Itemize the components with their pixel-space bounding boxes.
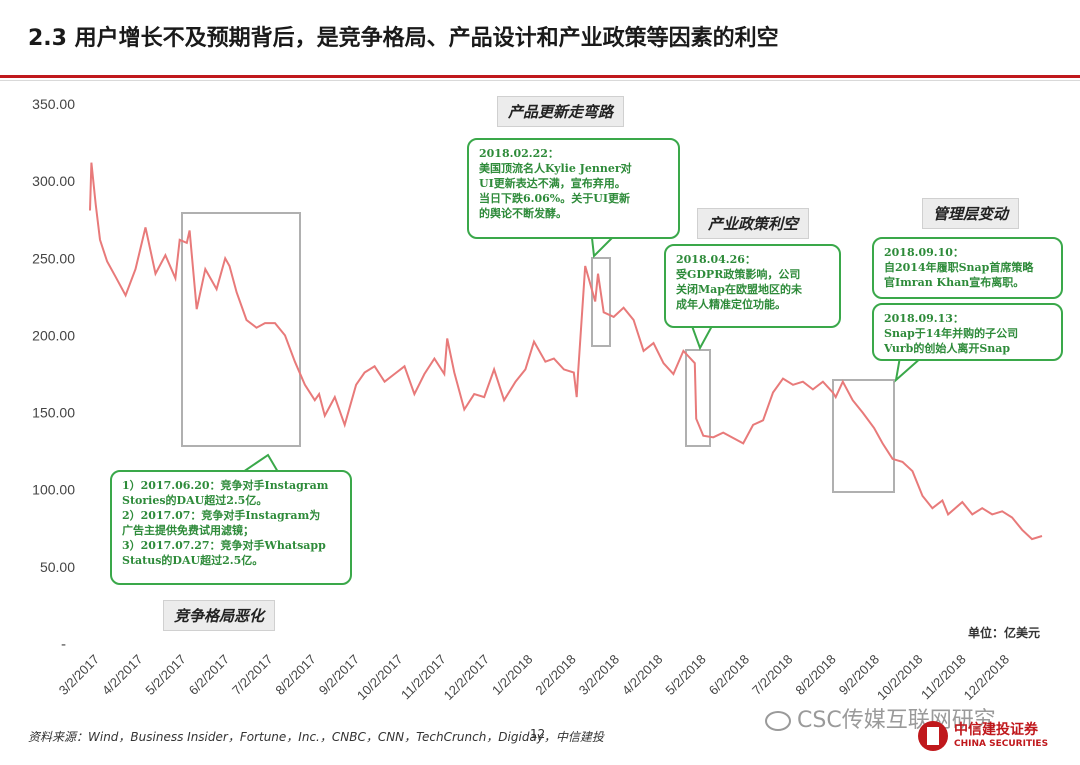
x-tick-label: 7/2/2017 — [229, 652, 275, 698]
x-tick-label: 11/2/2017 — [398, 652, 449, 703]
x-tick-label: 8/2/2017 — [272, 652, 318, 698]
bubble-line: 3）2017.07.27：竞争对手Whatsapp — [122, 539, 326, 552]
x-tick-label: 6/2/2017 — [186, 652, 232, 698]
bubble-line: 1）2017.06.20：竞争对手Instagram — [122, 479, 329, 492]
pointer-product — [590, 237, 615, 259]
highlight-box-product — [591, 257, 611, 347]
x-tick-label: 2/2/2018 — [532, 652, 578, 698]
logo-en: CHINA SECURITIES — [954, 739, 1049, 749]
y-tick-label: 150.00 — [32, 405, 75, 421]
pointer-policy — [690, 325, 714, 351]
price-series-line — [89, 162, 1043, 541]
x-tick-label: 4/2/2017 — [99, 652, 145, 698]
bubble-line: 的舆论不断发酵。 — [479, 207, 567, 220]
x-tick-label: 8/2/2018 — [792, 652, 838, 698]
logo-mark-icon — [918, 721, 948, 751]
x-tick-label: 1/2/2018 — [489, 652, 535, 698]
bubble-line: 关闭Map在欧盟地区的未 — [676, 283, 802, 296]
bubble-line: 美国顶流名人Kylie Jenner对 — [479, 162, 632, 175]
bubble-line: 2）2017.07：竞争对手Instagram为 — [122, 509, 321, 522]
bubble-line: 2018.04.26： — [676, 253, 756, 266]
y-tick-label: 250.00 — [32, 250, 75, 266]
unit-label: 单位：亿美元 — [968, 626, 1041, 640]
x-tick-label: 4/2/2018 — [619, 652, 665, 698]
title-divider — [0, 75, 1080, 78]
bubble-line: Stories的DAU超过2.5亿。 — [122, 494, 268, 507]
company-logo: 中信建投证券 CHINA SECURITIES — [918, 716, 1048, 756]
bubble-policy: 2018.04.26： 受GDPR政策影响，公司 关闭Map在欧盟地区的未 成年… — [664, 244, 841, 328]
x-tick-label: 6/2/2018 — [706, 652, 752, 698]
bubble-line: Snap于14年并购的子公司 — [884, 327, 1019, 340]
bubble-line: 2018.09.10： — [884, 246, 964, 259]
y-tick-label-zero: - — [61, 637, 66, 653]
x-tick-label: 3/2/2017 — [56, 652, 102, 698]
watermark: CSC传媒互联网研究 — [765, 702, 996, 734]
bubble-product: 2018.02.22： 美国顶流名人Kylie Jenner对 UI更新表达不满… — [467, 138, 680, 239]
x-tick-label: 12/2/2018 — [961, 652, 1013, 704]
tag-product: 产品更新走弯路 — [497, 96, 625, 127]
y-tick-label: 50.00 — [40, 559, 75, 575]
logo-cn: 中信建投证券 — [954, 722, 1038, 738]
bubble-line: Status的DAU超过2.5亿。 — [122, 554, 264, 567]
x-tick-label: 3/2/2018 — [576, 652, 622, 698]
y-axis: 50.00 100.00 150.00 200.00 250.00 300.00 350.0… — [32, 96, 75, 653]
bubble-line: 2018.02.22： — [479, 147, 559, 160]
x-tick-label: 10/2/2017 — [354, 652, 406, 704]
highlight-box-competition — [181, 212, 301, 447]
tag-policy: 产业政策利空 — [697, 208, 810, 239]
y-tick-label: 300.00 — [32, 173, 75, 189]
x-tick-label: 7/2/2018 — [749, 652, 795, 698]
watermark-text: CSC传媒互联网研究 — [797, 708, 996, 733]
bubble-line: 官Imran Khan宣布离职。 — [884, 276, 1025, 289]
y-tick-label: 100.00 — [32, 482, 75, 498]
bubble-line: 受GDPR政策影响，公司 — [676, 268, 801, 281]
x-tick-label: 5/2/2017 — [142, 652, 188, 698]
bubble-line: UI更新表达不满，宣布弃用。 — [479, 177, 626, 190]
page-title: 2.3 用户增长不及预期背后，是竞争格局、产品设计和产业政策等因素的利空 — [28, 26, 779, 51]
highlight-box-management — [832, 379, 895, 493]
highlight-box-policy — [685, 349, 711, 447]
source-note: 资料来源：Wind，Business Insider，Fortune，Inc.，… — [28, 730, 604, 744]
bubble-line: 广告主提供免费试用滤镜； — [122, 524, 254, 537]
x-tick-label: 5/2/2018 — [662, 652, 708, 698]
title-divider-thin — [0, 80, 1080, 81]
x-tick-label: 11/2/2018 — [918, 652, 969, 703]
tag-management: 管理层变动 — [922, 198, 1020, 229]
bubble-line: Vurb的创始人离开Snap — [884, 342, 1011, 355]
x-axis: 3/2/20174/2/20175/2/20176/2/20177/2/2017… — [56, 652, 1012, 704]
x-tick-label: 10/2/2018 — [874, 652, 926, 704]
bubble-line: 自2014年履职Snap首席策略 — [884, 261, 1034, 274]
bubble-line: 2018.09.13： — [884, 312, 964, 325]
highlight-boxes — [181, 212, 895, 493]
y-tick-label: 200.00 — [32, 327, 75, 343]
y-tick-label: 350.00 — [32, 96, 75, 112]
bubble-management-2: 2018.09.13： Snap于14年并购的子公司 Vurb的创始人离开Sna… — [872, 303, 1063, 361]
bubble-competition: 1）2017.06.20：竞争对手Instagram Stories的DAU超过… — [110, 470, 352, 585]
bubble-management-1: 2018.09.10： 自2014年履职Snap首席策略 官Imran Khan… — [872, 237, 1063, 299]
bubble-line: 成年人精准定位功能。 — [676, 298, 786, 311]
page-number: 12 — [530, 727, 546, 741]
bubble-line: 当日下跌6.06%。关于UI更新 — [479, 192, 630, 205]
x-tick-label: 12/2/2017 — [441, 652, 493, 704]
tag-competition: 竞争格局恶化 — [163, 600, 276, 631]
wechat-icon — [765, 711, 791, 731]
